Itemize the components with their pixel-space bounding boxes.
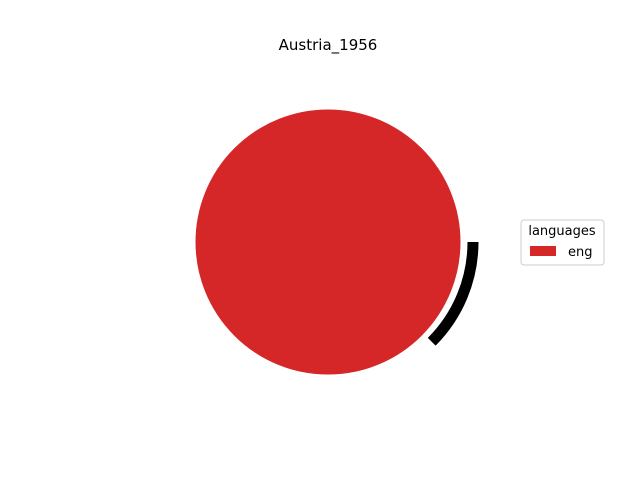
legend: languages eng [520,219,605,266]
pie-slice-edge [427,241,479,346]
pie-slice-eng [194,108,462,376]
chart-title: Austria_1956 [279,36,378,55]
legend-label-eng: eng [568,245,593,260]
pie-slices [194,108,479,376]
legend-swatch-eng [530,246,556,256]
legend-title: languages [528,224,596,239]
